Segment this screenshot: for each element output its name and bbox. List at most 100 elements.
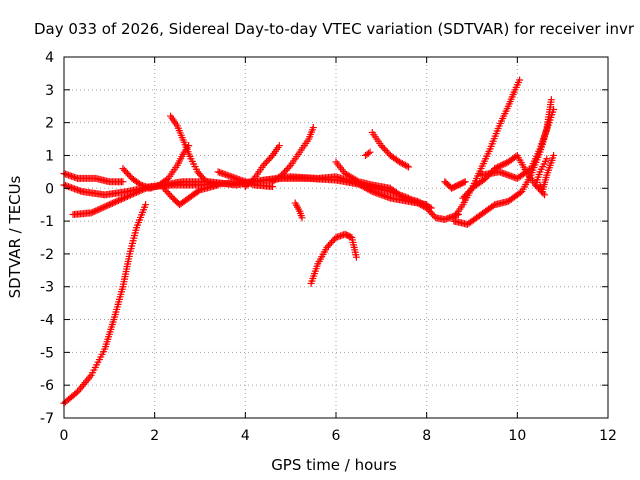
series-track-13 [332, 158, 435, 212]
y-tick-label: 3 [45, 83, 54, 99]
x-tick-label: 10 [508, 428, 526, 444]
data-point [461, 178, 469, 186]
data-point [309, 124, 317, 132]
data-point [298, 214, 306, 222]
data-point [119, 178, 127, 186]
data-point [116, 196, 124, 204]
data-point [122, 168, 130, 176]
data-point [353, 177, 361, 185]
y-tick-label: -2 [40, 247, 54, 263]
data-point [72, 389, 80, 397]
data-point [500, 160, 508, 168]
data-point [125, 192, 133, 200]
data-point [383, 148, 391, 156]
data-point [123, 192, 131, 200]
data-point [249, 176, 257, 184]
series-track-11 [291, 199, 306, 222]
data-point [420, 200, 428, 208]
data-point [414, 197, 422, 205]
data-point [267, 153, 275, 161]
data-point [398, 193, 406, 201]
data-point [281, 168, 289, 176]
data-point [395, 158, 403, 166]
series-track-9 [241, 142, 283, 191]
data-point [90, 208, 98, 216]
data-point [284, 165, 292, 173]
data-points [60, 76, 558, 407]
data-point [98, 204, 106, 212]
data-point [382, 147, 390, 155]
data-point [543, 155, 551, 163]
data-point [264, 156, 272, 164]
y-tick-label: -5 [40, 345, 54, 361]
x-tick-label: 0 [60, 428, 69, 444]
y-tick-label: 4 [45, 50, 54, 66]
data-point [119, 165, 127, 173]
data-point [93, 206, 101, 214]
data-point [205, 179, 213, 187]
data-point [87, 209, 95, 217]
y-tick-label: 0 [45, 181, 54, 197]
series-track-3 [60, 170, 127, 186]
series-track-14 [361, 148, 374, 159]
data-point [460, 178, 468, 186]
data-point [327, 238, 335, 246]
data-point [163, 188, 171, 196]
data-point [427, 204, 435, 212]
y-tick-labels: -7 -6 -5 -4 -3 -2 -1 0 1 2 3 4 [40, 50, 54, 427]
data-point [377, 142, 385, 150]
data-point [426, 203, 434, 211]
data-point [126, 191, 134, 199]
series-track-16 [441, 178, 469, 192]
y-tick-label: -3 [40, 280, 54, 296]
data-point [497, 162, 505, 170]
data-point [352, 253, 360, 261]
data-point [418, 200, 426, 208]
data-point [123, 170, 131, 178]
data-point [259, 161, 267, 169]
data-point [125, 171, 133, 179]
data-point [415, 198, 423, 206]
series-track-15 [368, 128, 413, 171]
data-point [92, 207, 100, 215]
data-point [101, 203, 109, 211]
data-point [166, 191, 174, 199]
axis-ticks [63, 56, 609, 419]
data-point [110, 199, 118, 207]
data-point [107, 200, 115, 208]
data-point [108, 199, 116, 207]
data-point [516, 76, 524, 84]
data-point [489, 202, 497, 210]
data-point [405, 163, 413, 171]
series-track-5 [119, 142, 193, 192]
data-point [202, 177, 210, 185]
data-point [117, 195, 125, 203]
data-point [114, 197, 122, 205]
series-track-22 [536, 151, 558, 196]
data-point [324, 242, 332, 250]
data-point [323, 243, 331, 251]
series-track-7 [167, 112, 218, 189]
data-point [550, 151, 558, 159]
data-point [424, 203, 432, 211]
data-point [550, 106, 558, 114]
data-point [547, 96, 555, 104]
data-point [525, 166, 533, 174]
data-point [262, 158, 270, 166]
data-point [266, 155, 274, 163]
data-point [201, 176, 209, 184]
data-point [366, 148, 374, 156]
data-point [113, 197, 121, 205]
data-point [142, 201, 150, 209]
series-track-20 [477, 106, 558, 182]
data-point [161, 186, 169, 194]
data-point [96, 205, 104, 213]
x-axis-title: GPS time / hours [271, 456, 397, 474]
data-point [417, 199, 425, 207]
data-point [403, 162, 411, 170]
data-point [460, 192, 468, 200]
data-point [120, 194, 128, 202]
data-point [130, 190, 138, 198]
data-point [164, 189, 172, 197]
